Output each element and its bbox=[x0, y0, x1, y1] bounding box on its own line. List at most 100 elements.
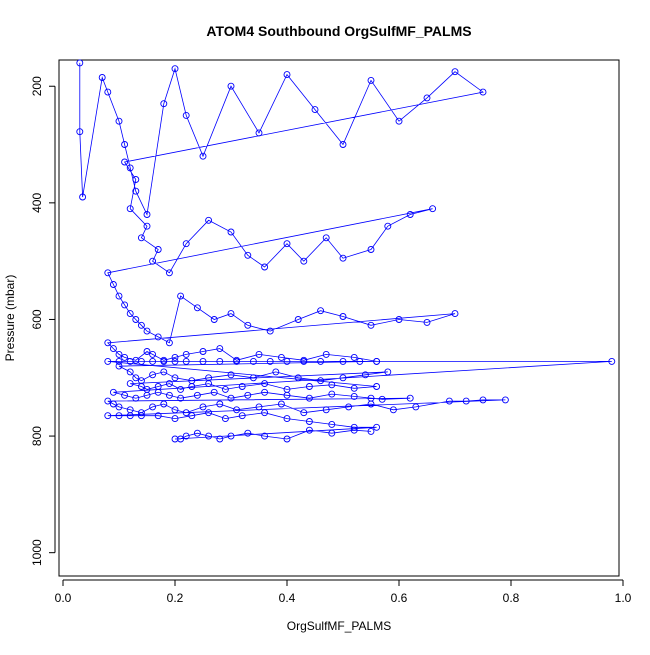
data-point bbox=[137, 409, 145, 417]
y-tick-label: 800 bbox=[30, 426, 44, 446]
data-point bbox=[350, 384, 358, 392]
data-point bbox=[210, 316, 218, 323]
data-point bbox=[193, 391, 201, 399]
data-point bbox=[373, 357, 381, 365]
data-point bbox=[216, 435, 224, 443]
data-point bbox=[210, 388, 218, 396]
y-tick-label: 1000 bbox=[30, 539, 44, 566]
data-point bbox=[126, 380, 134, 388]
data-point bbox=[300, 409, 308, 417]
data-point bbox=[126, 357, 134, 365]
data-point bbox=[227, 371, 235, 379]
data-point bbox=[132, 176, 140, 183]
data-point bbox=[305, 418, 313, 425]
x-tick-label: 0.2 bbox=[167, 591, 184, 605]
data-point bbox=[227, 432, 235, 440]
data-point bbox=[109, 281, 117, 288]
data-point bbox=[395, 316, 403, 323]
plot-frame bbox=[58, 59, 620, 577]
data-point bbox=[216, 357, 224, 365]
data-point bbox=[283, 71, 291, 79]
data-point bbox=[182, 111, 190, 119]
x-tick-label: 0.6 bbox=[391, 591, 408, 605]
data-point bbox=[171, 374, 179, 382]
data-point bbox=[227, 228, 235, 236]
data-point bbox=[137, 321, 145, 329]
data-point bbox=[261, 380, 269, 388]
data-point bbox=[154, 412, 162, 420]
data-point bbox=[350, 426, 358, 434]
data-point bbox=[115, 362, 123, 370]
data-point bbox=[249, 357, 257, 365]
data-point bbox=[109, 388, 117, 396]
data-point bbox=[177, 394, 185, 402]
data-point bbox=[205, 409, 213, 417]
data-point bbox=[121, 158, 129, 166]
data-point bbox=[406, 211, 414, 218]
data-point bbox=[154, 388, 162, 396]
data-point bbox=[143, 327, 151, 335]
data-point bbox=[244, 321, 252, 329]
data-point bbox=[423, 318, 431, 326]
data-point bbox=[199, 403, 207, 411]
x-axis: 0.0 0.2 0.4 0.6 0.8 1.0 bbox=[55, 579, 632, 605]
data-point bbox=[244, 429, 252, 437]
data-point bbox=[608, 357, 616, 365]
data-point bbox=[238, 383, 246, 390]
data-point bbox=[205, 432, 213, 440]
data-point bbox=[121, 301, 129, 309]
data-point bbox=[479, 396, 487, 404]
data-point bbox=[261, 432, 269, 440]
data-point bbox=[238, 412, 246, 420]
data-point bbox=[221, 385, 229, 393]
data-point bbox=[317, 377, 325, 385]
data-point bbox=[233, 357, 241, 365]
data-point bbox=[462, 397, 470, 405]
data-point bbox=[79, 193, 87, 201]
data-point bbox=[165, 391, 173, 399]
data-point bbox=[143, 348, 151, 355]
data-point bbox=[328, 381, 336, 389]
data-point bbox=[272, 368, 280, 376]
data-point bbox=[205, 380, 213, 388]
data-point bbox=[132, 394, 140, 402]
data-point bbox=[160, 100, 168, 108]
data-point bbox=[109, 400, 117, 408]
data-point bbox=[322, 350, 330, 358]
data-point bbox=[300, 357, 308, 365]
data-point bbox=[115, 357, 123, 365]
data-point bbox=[339, 141, 347, 148]
data-point bbox=[115, 117, 123, 125]
x-tick-label: 1.0 bbox=[615, 591, 632, 605]
data-point bbox=[193, 429, 201, 437]
data-point bbox=[188, 383, 196, 390]
data-point bbox=[188, 412, 196, 420]
data-point bbox=[104, 339, 112, 347]
data-point bbox=[104, 269, 112, 277]
data-point bbox=[328, 429, 336, 437]
data-point bbox=[104, 397, 112, 405]
data-point bbox=[160, 400, 168, 408]
data-point bbox=[160, 368, 168, 376]
data-point bbox=[132, 187, 140, 195]
data-point bbox=[373, 423, 381, 431]
data-point bbox=[227, 310, 235, 318]
data-point bbox=[255, 403, 263, 411]
y-axis-label: Pressure (mbar) bbox=[3, 275, 17, 362]
data-point bbox=[76, 59, 84, 67]
data-point bbox=[126, 412, 134, 420]
data-point bbox=[367, 427, 375, 435]
data-point bbox=[177, 292, 185, 300]
data-point bbox=[199, 152, 207, 160]
data-point bbox=[339, 374, 347, 382]
y-tick-label: 600 bbox=[30, 309, 44, 329]
data-point bbox=[149, 257, 157, 265]
data-point bbox=[171, 406, 179, 414]
data-point bbox=[137, 412, 145, 420]
data-point bbox=[283, 357, 291, 365]
data-point bbox=[322, 406, 330, 414]
data-point bbox=[104, 412, 112, 420]
data-point bbox=[249, 374, 257, 382]
